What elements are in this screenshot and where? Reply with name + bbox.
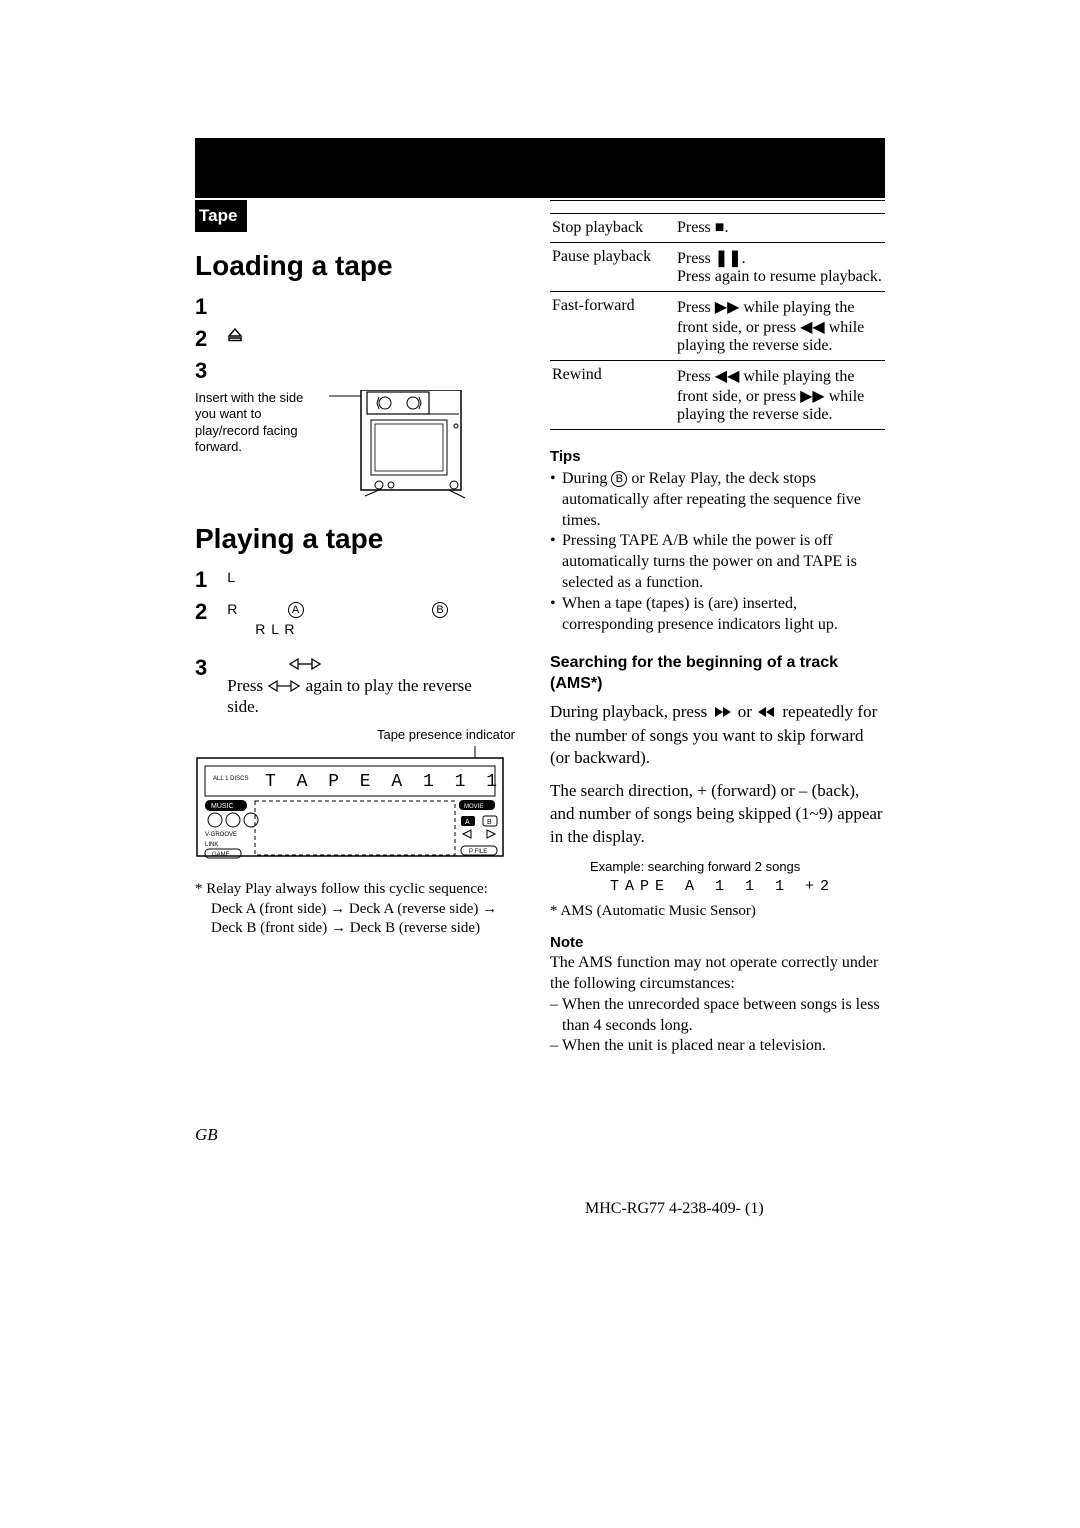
ams-paragraph-2: The search direction, + (forward) or – (… (550, 780, 885, 849)
direction-icon (288, 656, 322, 676)
text-frag: Press (227, 676, 263, 695)
direction-icon (267, 677, 301, 697)
note-list: –When the unrecorded space between songs… (550, 995, 885, 1057)
loading-step-3: 3 (195, 358, 515, 384)
svg-text:P FILE: P FILE (469, 849, 487, 855)
svg-text:LINK: LINK (205, 842, 218, 848)
table-row: Fast-forward Press ▶▶ while playing the … (550, 292, 885, 361)
text-frag: When the unrecorded space between songs … (562, 995, 885, 1037)
text-frag: When a tape (tapes) is (are) inserted, c… (562, 594, 885, 636)
table-row: Pause playback Press ❚❚.Press again to r… (550, 243, 885, 292)
step-number: 3 (195, 655, 223, 681)
example-lcd: TAPE A 1 1 1 +2 (610, 878, 885, 895)
text-frag: R (227, 601, 283, 617)
op-action: Pause playback (550, 243, 675, 292)
svg-text:A: A (465, 819, 470, 826)
example-label: Example: searching forward 2 songs (590, 859, 885, 874)
table-row: Stop playback Press ■. (550, 214, 885, 243)
note-lead: The AMS function may not operate correct… (550, 953, 885, 995)
op-action: Rewind (550, 361, 675, 430)
loading-heading: Loading a tape (195, 250, 515, 282)
step-body: R A B R L R (227, 599, 507, 639)
loading-step-2: 2 (195, 326, 515, 352)
step-number: 2 (195, 326, 223, 352)
list-item: –When the unrecorded space between songs… (550, 995, 885, 1037)
prev-track-icon (711, 702, 733, 725)
footnote-seq: Deck B (front side) → Deck B (reverse si… (195, 919, 515, 939)
text-frag: During playback, press (550, 702, 711, 721)
op-do: Press ❚❚.Press again to resume playback. (675, 243, 885, 292)
op-action: Fast-forward (550, 292, 675, 361)
step-number: 1 (195, 567, 223, 593)
relay-play-footnote: * Relay Play always follow this cyclic s… (195, 880, 515, 939)
footer-model: MHC-RG77 4-238-409- (1) (585, 1200, 764, 1218)
page-content: Tape Loading a tape 1 2 3 Insert with th… (195, 200, 885, 1057)
playing-step-3: 3 Press again to play the reverse side. (195, 655, 515, 717)
ams-footnote: * AMS (Automatic Music Sensor) (550, 903, 885, 920)
svg-text:MOVIE: MOVIE (464, 804, 483, 810)
list-item: • During B or Relay Play, the deck stops… (550, 469, 885, 531)
playing-heading: Playing a tape (195, 523, 515, 555)
note-heading: Note (550, 934, 885, 951)
svg-text:T A P E A 1 1 1: T A P E A 1 1 1 (265, 772, 502, 792)
table-row: Rewind Press ◀◀ while playing the front … (550, 361, 885, 430)
text-frag: Pressing TAPE A/B while the power is off… (562, 531, 885, 593)
footnote-seq: Deck A (front side) → Deck A (reverse si… (195, 900, 515, 920)
footer-gb: GB (195, 1125, 218, 1145)
ams-paragraph-1: During playback, press or repeatedly for… (550, 701, 885, 770)
divider (550, 200, 885, 201)
tape-deck-illustration (329, 390, 469, 505)
text-frag: R L R (227, 621, 295, 637)
deck-b-icon: B (432, 602, 448, 618)
ams-heading: Searching for the beginning of a track (… (550, 653, 885, 695)
svg-text:V-GROOVE: V-GROOVE (205, 832, 237, 838)
svg-text:MUSIC: MUSIC (211, 803, 234, 810)
left-column: Tape Loading a tape 1 2 3 Insert with th… (195, 200, 515, 939)
operations-table: Stop playback Press ■. Pause playback Pr… (550, 213, 885, 430)
eject-icon (227, 327, 243, 347)
step-body: Press again to play the reverse side. (227, 655, 507, 717)
deck-b-icon: B (611, 471, 627, 487)
right-column: Stop playback Press ■. Pause playback Pr… (550, 200, 885, 1057)
step-number: 3 (195, 358, 223, 384)
lcd-display-illustration: ALL 1 DISCS T A P E A 1 1 1 MUSIC V-GROO… (195, 746, 505, 861)
display-figure: Tape presence indicator ALL 1 DISCS T A … (195, 727, 515, 866)
presence-indicator-label: Tape presence indicator (195, 727, 515, 742)
list-item: • When a tape (tapes) is (are) inserted,… (550, 594, 885, 636)
op-do: Press ■. (675, 214, 885, 243)
svg-text:GAME: GAME (212, 852, 230, 858)
next-track-icon (756, 702, 778, 725)
deck-a-icon: A (288, 602, 304, 618)
loading-step-1: 1 (195, 294, 515, 320)
op-do: Press ◀◀ while playing the front side, o… (675, 361, 885, 430)
tips-heading: Tips (550, 448, 885, 465)
playing-step-2: 2 R A B R L R (195, 599, 515, 639)
footnote-lead: * Relay Play always follow this cyclic s… (195, 880, 515, 900)
list-item: • Pressing TAPE A/B while the power is o… (550, 531, 885, 593)
section-label: Tape (195, 200, 247, 232)
op-action: Stop playback (550, 214, 675, 243)
step-number: 1 (195, 294, 223, 320)
step-number: 2 (195, 599, 223, 625)
insert-instruction-row: Insert with the side you want to play/re… (195, 390, 515, 505)
step-letter: L (227, 569, 236, 585)
text-frag: again to play the reverse side. (227, 676, 472, 716)
op-do: Press ▶▶ while playing the front side, o… (675, 292, 885, 361)
svg-text:ALL 1 DISCS: ALL 1 DISCS (213, 776, 248, 782)
list-item: –When the unit is placed near a televisi… (550, 1036, 885, 1057)
svg-text:B: B (487, 819, 492, 826)
playing-step-1: 1 L (195, 567, 515, 593)
text-frag: or (738, 702, 756, 721)
insert-text: Insert with the side you want to play/re… (195, 390, 315, 455)
black-header-band (195, 138, 885, 198)
tips-list: • During B or Relay Play, the deck stops… (550, 469, 885, 635)
text-frag: During (562, 470, 611, 487)
text-frag: When the unit is placed near a televisio… (562, 1036, 885, 1057)
